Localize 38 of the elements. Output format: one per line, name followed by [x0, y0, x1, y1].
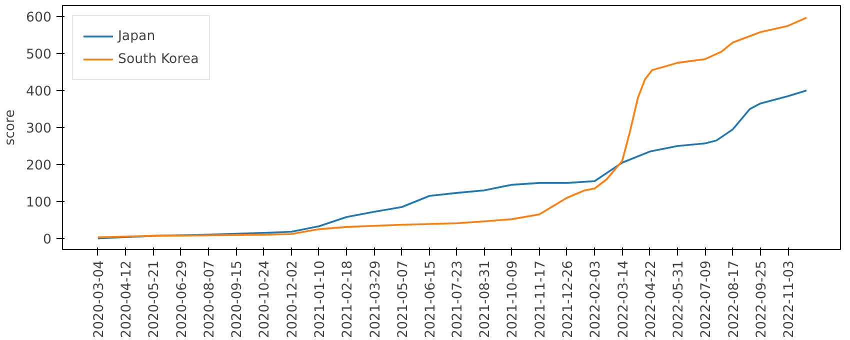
x-tick-label: 2022-03-14: [616, 260, 632, 338]
y-tick-label: 100: [26, 195, 52, 210]
x-tick-label: 2020-09-15: [230, 260, 246, 338]
x-tick-label: 2021-01-10: [313, 260, 328, 338]
legend-label: Japan: [118, 28, 156, 44]
y-tick-label: 600: [26, 10, 52, 26]
y-tick-label: 200: [26, 158, 52, 174]
y-tick-label: 400: [26, 84, 52, 100]
line-series: [97, 90, 808, 240]
x-tick-label: 2021-12-26: [560, 260, 576, 338]
x-tick-label: 2022-05-31: [672, 260, 687, 338]
x-tick-label: 2022-02-03: [588, 260, 604, 338]
x-tick-label: 2021-02-18: [340, 260, 356, 338]
x-tick-label: 2020-12-02: [285, 260, 300, 338]
x-tick-label: 2022-11-03: [782, 260, 798, 338]
x-tick-label: 2020-05-21: [147, 260, 162, 338]
x-tick-label: 2020-04-12: [120, 260, 135, 338]
x-tick-label: 2022-09-25: [754, 260, 770, 338]
x-tick-label: 2020-06-29: [174, 260, 190, 338]
x-tick-label: 2022-04-22: [644, 260, 659, 338]
legend-label: South Korea: [118, 52, 199, 66]
x-tick-label: 2020-10-24: [258, 260, 273, 338]
x-tick-label: 2021-07-23: [450, 260, 466, 338]
x-tick-label: 2021-06-15: [424, 260, 439, 338]
x-tick-label: 2021-03-29: [368, 260, 384, 338]
y-tick-label: 500: [26, 48, 52, 63]
x-tick-label: 2021-05-07: [396, 260, 411, 338]
x-tick-label: 2022-07-09: [699, 260, 714, 338]
x-tick-label: 2021-10-09: [506, 260, 521, 338]
x-tick-label: 2021-08-31: [478, 260, 494, 338]
x-tick-label: 2021-11-17: [533, 260, 548, 338]
y-tick-label: 0: [43, 232, 52, 248]
x-tick-label: 2020-03-04: [92, 260, 107, 338]
line-series: [97, 16, 808, 238]
y-axis-title: score: [3, 110, 18, 146]
x-tick-label: 2020-08-07: [202, 260, 218, 338]
y-tick-label: 300: [26, 122, 52, 136]
x-tick-label: 2022-08-17: [726, 260, 742, 338]
